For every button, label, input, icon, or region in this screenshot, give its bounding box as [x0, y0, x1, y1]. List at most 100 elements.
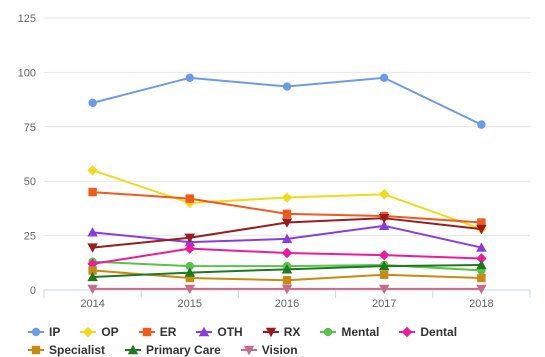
data-point-op[interactable]: [87, 165, 98, 176]
data-point-specialist[interactable]: [282, 276, 292, 285]
y-tick-label: 0: [30, 285, 36, 297]
legend-symbol-icon: [80, 326, 97, 338]
legend-label: Mental: [341, 325, 380, 339]
legend-label: OTH: [217, 325, 243, 339]
x-tick-label: 2016: [275, 298, 299, 310]
legend-item-specialist[interactable]: Specialist: [28, 343, 105, 357]
data-point-rx[interactable]: [184, 233, 195, 243]
series-vision: [87, 284, 487, 295]
legend-symbol-icon: [196, 326, 213, 337]
data-point-rx[interactable]: [281, 218, 293, 228]
x-tick-label: 2018: [469, 298, 493, 310]
y-axis: 0 25 50 75 100 125: [18, 13, 36, 297]
legend-symbol-icon: [28, 345, 44, 355]
legend-marker[interactable]: [199, 326, 210, 337]
legend-marker[interactable]: [127, 344, 139, 355]
data-point-oth[interactable]: [281, 233, 293, 244]
data-point-ip[interactable]: [88, 98, 97, 108]
data-point-er[interactable]: [477, 218, 486, 227]
legend: IP OP ER OTH RX Mental Dental Specialist Primary…: [28, 325, 538, 357]
gridlines: [44, 17, 530, 237]
legend-item-ip[interactable]: IP: [28, 325, 60, 339]
legend-marker[interactable]: [31, 345, 41, 355]
data-point-specialist[interactable]: [88, 266, 97, 275]
data-point-dental[interactable]: [476, 253, 487, 264]
data-point-dental[interactable]: [184, 243, 195, 254]
legend-symbol-icon: [125, 344, 142, 355]
data-point-mental[interactable]: [185, 261, 194, 271]
data-point-oth[interactable]: [476, 242, 487, 252]
data-point-oth[interactable]: [379, 220, 390, 231]
y-tick-label: 25: [24, 231, 36, 243]
legend-symbol-icon: [28, 327, 44, 337]
data-point-er[interactable]: [88, 187, 97, 197]
y-tick-label: 125: [18, 13, 36, 25]
x-tick-label: 2015: [178, 298, 202, 310]
series-rx: [87, 213, 487, 253]
data-point-oth[interactable]: [87, 227, 98, 237]
data-point-vision[interactable]: [87, 284, 98, 295]
legend-item-vision[interactable]: Vision: [240, 343, 298, 357]
legend-symbol-icon: [320, 327, 337, 337]
data-point-er[interactable]: [282, 209, 292, 219]
legend-label: OP: [101, 325, 119, 339]
legend-marker[interactable]: [324, 327, 333, 337]
data-point-dental[interactable]: [281, 247, 293, 259]
data-point-ip[interactable]: [282, 82, 292, 91]
legend-item-rx[interactable]: RX: [262, 325, 301, 339]
legend-symbol-icon: [262, 327, 279, 338]
line-chart: 0 25 50 75 100 125 2014 2015 2016 2017 2018: [18, 13, 531, 310]
legend-symbol-icon: [138, 327, 155, 337]
legend-marker[interactable]: [243, 345, 254, 356]
legend-item-mental[interactable]: Mental: [320, 325, 379, 339]
data-point-primary-care[interactable]: [87, 271, 98, 282]
data-point-er[interactable]: [185, 194, 194, 203]
data-point-primary-care[interactable]: [184, 267, 195, 277]
x-tick-label: 2017: [372, 298, 396, 310]
legend-item-er[interactable]: ER: [138, 325, 177, 339]
legend-label: RX: [283, 325, 301, 339]
data-point-vision[interactable]: [476, 284, 487, 295]
data-point-ip[interactable]: [477, 120, 486, 129]
legend-label: IP: [49, 325, 61, 339]
legend-item-primary-care[interactable]: Primary Care: [125, 343, 221, 357]
data-point-vision[interactable]: [281, 284, 293, 295]
legend-item-dental[interactable]: Dental: [399, 325, 457, 339]
legend-marker[interactable]: [402, 326, 413, 338]
y-tick-label: 100: [18, 67, 36, 79]
data-point-op[interactable]: [379, 189, 390, 200]
legend-item-op[interactable]: OP: [80, 325, 119, 339]
legend-item-oth[interactable]: OTH: [196, 325, 243, 339]
legend-label: ER: [159, 325, 177, 339]
legend-marker[interactable]: [142, 327, 151, 337]
legend-label: Primary Care: [146, 343, 221, 357]
data-point-op[interactable]: [281, 192, 293, 203]
data-point-rx[interactable]: [87, 243, 98, 253]
data-point-specialist[interactable]: [185, 273, 194, 283]
series-oth: [87, 220, 487, 252]
data-point-vision[interactable]: [184, 284, 195, 295]
legend-label: Specialist: [49, 343, 106, 357]
legend-marker[interactable]: [83, 326, 94, 338]
legend-symbol-icon: [240, 345, 257, 356]
data-point-rx[interactable]: [379, 213, 390, 224]
y-tick-label: 50: [24, 176, 36, 188]
series-primary-care: [87, 259, 487, 282]
data-point-rx[interactable]: [476, 224, 487, 235]
data-point-specialist[interactable]: [380, 270, 389, 279]
data-point-primary-care[interactable]: [281, 264, 293, 274]
data-point-ip[interactable]: [380, 73, 389, 83]
legend-marker[interactable]: [265, 327, 276, 338]
data-point-ip[interactable]: [185, 73, 194, 83]
legend-label: Dental: [420, 325, 458, 339]
legend-label: Vision: [261, 343, 298, 357]
data-point-dental[interactable]: [379, 249, 390, 261]
data-point-primary-care[interactable]: [379, 260, 390, 271]
x-tick-label: 2014: [80, 298, 104, 310]
series-specialist: [88, 266, 486, 285]
data-point-primary-care[interactable]: [476, 259, 487, 270]
data-point-specialist[interactable]: [477, 273, 486, 283]
legend-marker[interactable]: [31, 327, 41, 337]
plot-area: [87, 73, 487, 295]
data-point-vision[interactable]: [379, 284, 390, 295]
